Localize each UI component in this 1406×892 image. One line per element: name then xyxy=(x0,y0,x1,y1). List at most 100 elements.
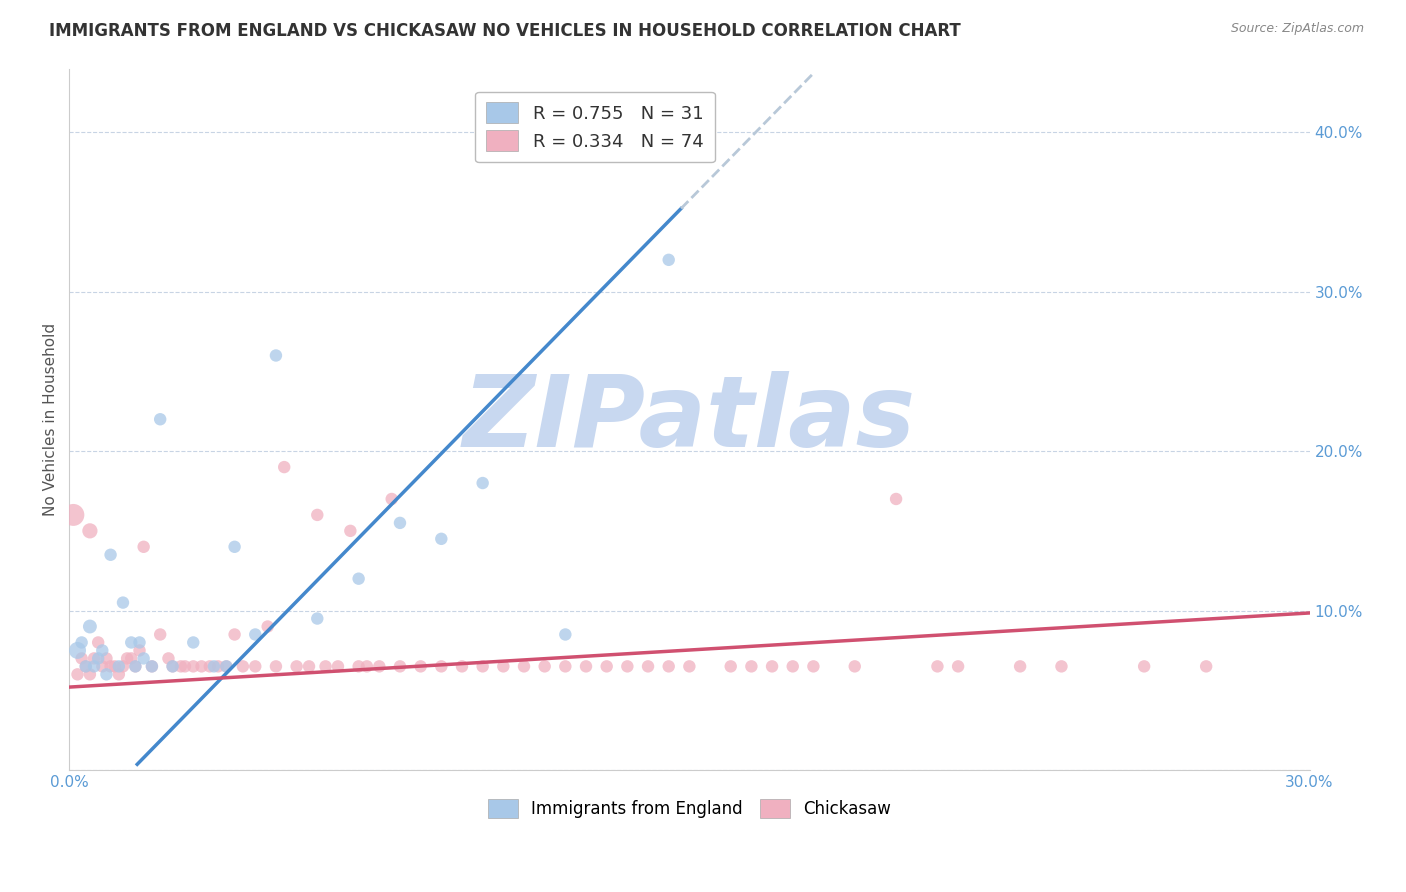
Point xyxy=(141,659,163,673)
Point xyxy=(273,460,295,475)
Point xyxy=(108,667,131,681)
Point xyxy=(198,659,221,673)
Point xyxy=(658,659,681,673)
Point xyxy=(149,627,172,641)
Point xyxy=(75,659,97,673)
Point xyxy=(315,659,337,673)
Text: ZIPatlas: ZIPatlas xyxy=(463,371,915,467)
Point xyxy=(554,659,576,673)
Point xyxy=(471,659,494,673)
Point xyxy=(575,659,598,673)
Point xyxy=(108,659,131,673)
Point xyxy=(347,572,370,586)
Point xyxy=(326,659,349,673)
Y-axis label: No Vehicles in Household: No Vehicles in Household xyxy=(44,323,58,516)
Point xyxy=(256,619,278,633)
Point xyxy=(1195,659,1218,673)
Point xyxy=(111,659,134,673)
Point xyxy=(162,659,184,673)
Point xyxy=(174,659,197,673)
Point xyxy=(170,659,193,673)
Point xyxy=(224,540,246,554)
Point xyxy=(368,659,391,673)
Point xyxy=(298,659,321,673)
Point xyxy=(658,252,681,267)
Point xyxy=(533,659,555,673)
Point xyxy=(1133,659,1156,673)
Point xyxy=(207,659,229,673)
Point xyxy=(678,659,700,673)
Point xyxy=(115,651,138,665)
Text: Source: ZipAtlas.com: Source: ZipAtlas.com xyxy=(1230,22,1364,36)
Point xyxy=(720,659,742,673)
Point xyxy=(87,635,110,649)
Point xyxy=(285,659,308,673)
Point xyxy=(430,532,453,546)
Point xyxy=(91,659,114,673)
Point xyxy=(381,491,404,506)
Text: IMMIGRANTS FROM ENGLAND VS CHICKASAW NO VEHICLES IN HOUSEHOLD CORRELATION CHART: IMMIGRANTS FROM ENGLAND VS CHICKASAW NO … xyxy=(49,22,960,40)
Point xyxy=(215,659,238,673)
Point xyxy=(70,635,93,649)
Point xyxy=(79,667,101,681)
Point xyxy=(91,643,114,657)
Point xyxy=(132,540,155,554)
Point xyxy=(471,476,494,491)
Point xyxy=(596,659,619,673)
Point xyxy=(66,643,89,657)
Point xyxy=(782,659,804,673)
Point xyxy=(87,651,110,665)
Point xyxy=(307,508,329,522)
Point xyxy=(79,619,101,633)
Point xyxy=(100,659,122,673)
Point xyxy=(132,651,155,665)
Point xyxy=(844,659,866,673)
Point xyxy=(62,508,84,522)
Point xyxy=(264,659,287,673)
Point xyxy=(83,651,105,665)
Point xyxy=(761,659,783,673)
Point xyxy=(100,548,122,562)
Point xyxy=(245,627,267,641)
Point xyxy=(616,659,638,673)
Point xyxy=(128,635,150,649)
Point xyxy=(96,651,118,665)
Point xyxy=(430,659,453,673)
Point xyxy=(120,651,142,665)
Point xyxy=(245,659,267,673)
Point xyxy=(409,659,432,673)
Point xyxy=(83,659,105,673)
Point xyxy=(181,635,204,649)
Point xyxy=(264,349,287,363)
Point xyxy=(356,659,378,673)
Point xyxy=(554,627,576,641)
Point xyxy=(124,659,146,673)
Point xyxy=(79,524,101,538)
Point xyxy=(492,659,515,673)
Point xyxy=(70,651,93,665)
Point xyxy=(66,667,89,681)
Point xyxy=(111,596,134,610)
Point xyxy=(224,627,246,641)
Point xyxy=(927,659,949,673)
Point xyxy=(202,659,225,673)
Point xyxy=(637,659,659,673)
Point xyxy=(513,659,536,673)
Point xyxy=(388,659,411,673)
Point xyxy=(75,659,97,673)
Point xyxy=(181,659,204,673)
Point xyxy=(388,516,411,530)
Point xyxy=(124,659,146,673)
Legend: Immigrants from England, Chickasaw: Immigrants from England, Chickasaw xyxy=(481,792,897,825)
Point xyxy=(157,651,180,665)
Point xyxy=(120,635,142,649)
Point xyxy=(307,611,329,625)
Point xyxy=(1010,659,1032,673)
Point xyxy=(451,659,474,673)
Point xyxy=(232,659,254,673)
Point xyxy=(104,659,127,673)
Point xyxy=(884,491,907,506)
Point xyxy=(803,659,825,673)
Point xyxy=(162,659,184,673)
Point xyxy=(141,659,163,673)
